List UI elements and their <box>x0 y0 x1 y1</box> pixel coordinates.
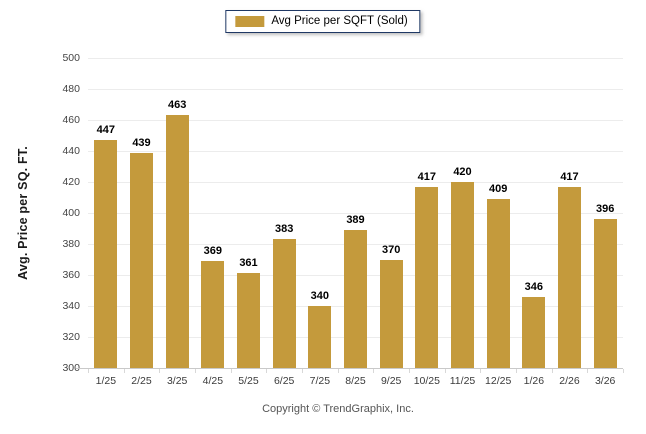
bar-value-label: 383 <box>274 223 294 236</box>
bar[interactable] <box>379 259 403 368</box>
bar[interactable] <box>593 219 617 368</box>
x-axis-tick-mark <box>266 369 268 373</box>
y-axis-tick-label: 460 <box>62 114 80 126</box>
bar-value-label: 396 <box>595 203 615 216</box>
bar[interactable] <box>272 239 296 368</box>
gridline <box>88 119 623 121</box>
bar[interactable] <box>344 230 367 368</box>
bar[interactable] <box>130 152 153 368</box>
x-axis-tick-label: 12/25 <box>485 375 512 387</box>
x-axis-tick-mark <box>88 369 89 373</box>
bar-value-label: 463 <box>167 99 187 112</box>
x-axis-tick-mark <box>230 369 232 373</box>
x-axis-tick-label: 4/25 <box>202 375 224 387</box>
x-axis-tick-mark <box>516 369 517 373</box>
y-axis-tick-label: 500 <box>62 52 80 64</box>
bar-value-label: 346 <box>524 280 543 293</box>
legend-label: Avg Price per SQFT (Sold) <box>271 15 408 27</box>
x-axis-tick-label: 10/25 <box>413 375 440 387</box>
x-axis-tick-mark <box>480 369 482 373</box>
bar[interactable] <box>165 115 189 368</box>
x-axis-tick-label: 2/25 <box>131 375 152 387</box>
y-axis-tick-label: 420 <box>62 176 80 188</box>
x-axis-tick-mark <box>337 369 339 373</box>
copyright-text: Copyright © TrendGraphix, Inc. <box>262 403 414 415</box>
bar[interactable] <box>94 140 118 368</box>
bar-value-label: 439 <box>132 136 151 149</box>
x-axis-tick-mark <box>302 369 303 373</box>
bar-value-label: 417 <box>560 170 579 183</box>
bar-value-label: 370 <box>381 243 401 256</box>
x-axis-tick-label: 2/26 <box>559 375 580 387</box>
gridline <box>88 181 623 183</box>
x-axis-tick-mark <box>159 369 161 373</box>
x-axis-tick-label: 6/25 <box>273 375 295 387</box>
x-axis-tick-label: 3/25 <box>166 375 188 387</box>
bar-value-label: 340 <box>310 290 329 302</box>
y-axis-tick-label: 340 <box>62 300 80 312</box>
y-axis-tick-label: 440 <box>62 145 80 157</box>
x-axis-tick-label: 3/26 <box>594 375 616 387</box>
bar[interactable] <box>201 261 225 368</box>
gridline <box>88 57 623 59</box>
chart-legend[interactable]: Avg Price per SQFT (Sold) <box>225 10 421 33</box>
y-axis-tick-label: 480 <box>62 83 80 95</box>
x-axis-tick-mark <box>123 369 125 373</box>
x-axis-tick-label: 9/25 <box>380 375 402 387</box>
legend-swatch-icon <box>235 16 265 27</box>
bar[interactable] <box>558 186 581 368</box>
bar[interactable] <box>237 273 260 368</box>
bar-value-label: 409 <box>488 183 508 196</box>
x-axis-tick-mark <box>623 369 624 373</box>
x-axis-tick-label: 7/25 <box>309 375 331 387</box>
bar[interactable] <box>522 296 546 368</box>
bar[interactable] <box>486 199 510 368</box>
gridline <box>88 212 623 214</box>
bar-value-label: 361 <box>239 257 258 270</box>
bar[interactable] <box>451 182 474 368</box>
gridline <box>88 150 623 152</box>
y-axis-tick-label: 360 <box>62 269 80 281</box>
bar-value-label: 417 <box>417 170 436 183</box>
x-axis-tick-mark <box>373 369 375 373</box>
bar-value-label: 369 <box>203 245 222 258</box>
x-axis-tick-mark <box>444 369 446 373</box>
x-axis-tick-mark <box>551 369 553 373</box>
x-axis-tick-mark <box>195 369 196 373</box>
x-axis-tick-label: 11/25 <box>449 375 476 387</box>
x-axis-tick-label: 8/25 <box>345 375 366 387</box>
x-axis-tick-label: 5/25 <box>238 375 259 387</box>
x-axis-tick-label: 1/25 <box>95 375 117 387</box>
bar-value-label: 420 <box>453 166 472 178</box>
y-axis-tick-label: 320 <box>62 331 80 343</box>
y-axis-tick-label: 380 <box>62 238 80 250</box>
bar[interactable] <box>415 186 439 368</box>
x-axis-tick-mark <box>587 369 589 373</box>
bar[interactable] <box>308 306 332 368</box>
x-axis-tick-mark <box>409 369 410 373</box>
bar-value-label: 447 <box>96 124 115 137</box>
y-axis-tick-label: 300 <box>62 362 80 374</box>
x-axis-line <box>76 368 623 369</box>
y-axis-tick-label: 400 <box>62 207 80 219</box>
gridline <box>88 88 623 90</box>
x-axis-tick-label: 1/26 <box>523 375 545 387</box>
bar-value-label: 389 <box>346 214 365 227</box>
